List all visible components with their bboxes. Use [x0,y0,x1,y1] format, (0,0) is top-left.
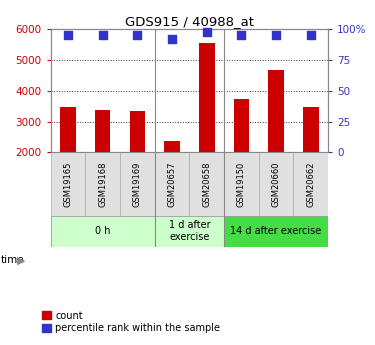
FancyBboxPatch shape [224,216,328,247]
Point [65,33,71,38]
Text: GSM19168: GSM19168 [98,161,107,207]
Point [134,33,140,38]
Text: time: time [1,256,24,265]
FancyBboxPatch shape [224,152,259,216]
FancyBboxPatch shape [51,152,85,216]
Point [100,33,106,38]
Text: 1 d after
exercise: 1 d after exercise [169,220,210,242]
FancyBboxPatch shape [85,152,120,216]
FancyBboxPatch shape [154,152,189,216]
Bar [60,107,76,214]
FancyBboxPatch shape [259,152,293,216]
FancyBboxPatch shape [51,216,154,247]
FancyBboxPatch shape [120,152,154,216]
Text: GSM20658: GSM20658 [202,161,211,207]
Text: 14 d after exercise: 14 d after exercise [231,226,322,236]
Legend: count, percentile rank within the sample: count, percentile rank within the sample [42,311,220,333]
Point [238,33,244,38]
Text: GSM20662: GSM20662 [306,161,315,207]
Text: ▶: ▶ [16,256,25,265]
Bar [199,43,214,214]
Text: GSM19165: GSM19165 [63,161,72,207]
Bar [268,70,284,214]
Point [169,37,175,42]
FancyBboxPatch shape [154,216,224,247]
Text: GSM20660: GSM20660 [272,161,280,207]
Title: GDS915 / 40988_at: GDS915 / 40988_at [125,15,254,28]
Point [204,29,210,34]
Bar [164,141,180,214]
Bar [303,107,319,214]
Point [308,33,314,38]
FancyBboxPatch shape [293,152,328,216]
Text: GSM19169: GSM19169 [133,161,142,207]
Text: 0 h: 0 h [95,226,110,236]
Bar [95,110,111,214]
Bar [234,99,249,214]
Text: GSM19150: GSM19150 [237,161,246,207]
Bar [129,111,145,214]
FancyBboxPatch shape [189,152,224,216]
Text: GSM20657: GSM20657 [168,161,177,207]
Point [273,33,279,38]
